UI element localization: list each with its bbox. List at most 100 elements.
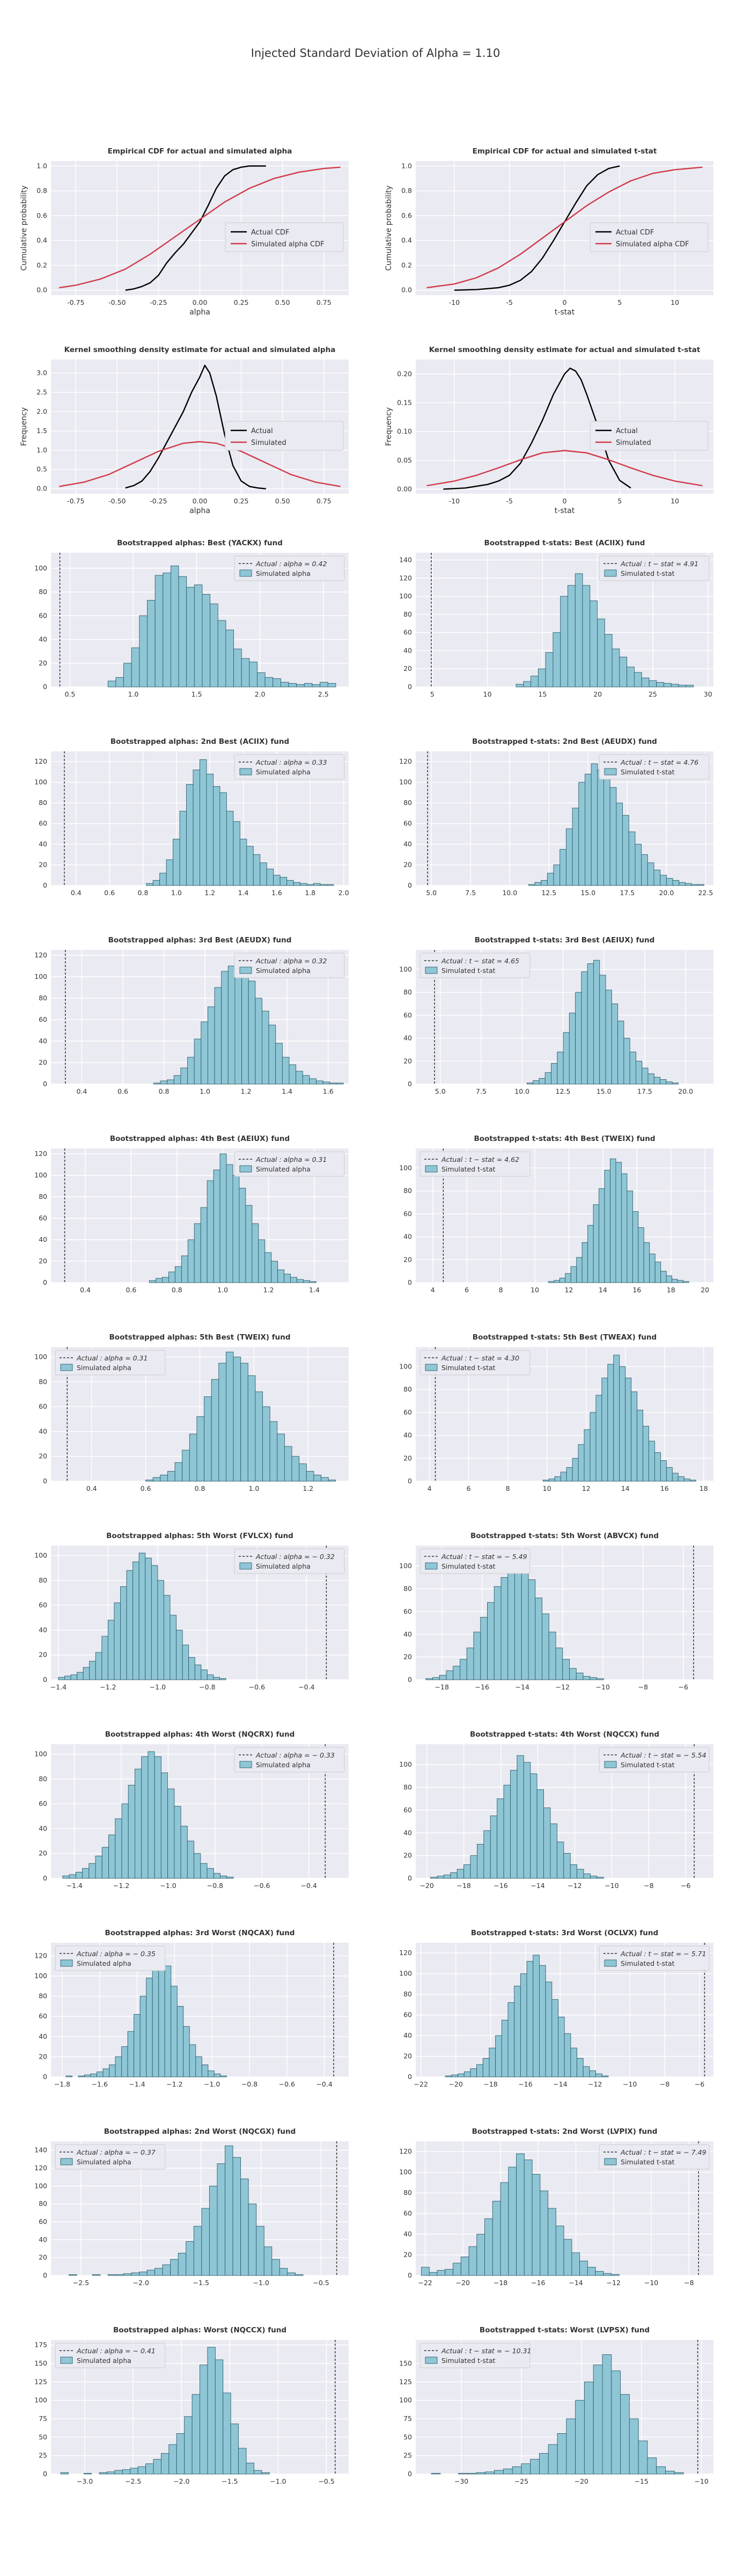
- chart-17: −1.4 −1.2 −1.0 −0.8 −0.6 −0.4 0 20 40 60 80 100 Boot…: [34, 1730, 349, 1890]
- hist-bar: [468, 2246, 477, 2276]
- hist-bar: [560, 596, 568, 687]
- x-tick-label: 1.0: [171, 889, 182, 897]
- hist-bar: [613, 1355, 620, 1482]
- hist-bar: [269, 1421, 278, 1482]
- hist-bar: [62, 1875, 70, 1879]
- hist-bar: [643, 1242, 650, 1283]
- y-tick-label: 100: [34, 972, 47, 980]
- x-tick-label: 1.2: [303, 1484, 313, 1492]
- hist-bar: [279, 877, 288, 886]
- y-tick-label: 60: [39, 1015, 47, 1023]
- hist-bar: [320, 682, 328, 687]
- x-tick-label: −12: [588, 2080, 602, 2088]
- legend: [55, 1945, 166, 1971]
- hist-bar: [145, 1480, 153, 1482]
- hist-bar: [634, 672, 642, 687]
- hist-bar: [163, 573, 171, 687]
- hist-bar: [595, 2073, 602, 2077]
- legend-label: Actual : t − stat = − 5.54: [620, 1751, 706, 1759]
- hist-bar: [209, 2185, 218, 2276]
- legend-label: Actual : alpha = 0.31: [255, 1155, 327, 1163]
- hist-bar: [255, 1391, 263, 1482]
- hist-bar: [500, 2182, 509, 2276]
- hist-bar: [77, 1672, 84, 1680]
- hist-bar: [532, 2174, 541, 2276]
- hist-bar: [238, 2448, 247, 2475]
- hist-bar: [296, 1071, 303, 1085]
- legend-label: Actual : t − stat = 4.76: [620, 758, 698, 766]
- hist-bar: [612, 648, 620, 687]
- y-tick-label: 40: [403, 1233, 412, 1241]
- hist-bar: [551, 1063, 558, 1085]
- legend-label: Simulated t-stat: [621, 1761, 675, 1769]
- hist-bar: [559, 849, 566, 886]
- hist-bar: [207, 1674, 214, 1680]
- hist-bar: [137, 2466, 146, 2475]
- hist-bar: [593, 960, 600, 1085]
- hist-bar: [258, 1239, 266, 1283]
- legend-label: Actual : t − stat = 4.65: [441, 957, 519, 965]
- hist-bar: [309, 1078, 316, 1085]
- hist-bar: [530, 1773, 538, 1879]
- x-tick-label: 1.4: [309, 1286, 320, 1294]
- hist-bar: [196, 1416, 205, 1482]
- legend-label: Actual CDF: [251, 229, 289, 237]
- y-tick-label: 100: [399, 2168, 412, 2176]
- legend-label: Simulated alpha: [256, 967, 311, 975]
- hist-bar: [559, 1278, 566, 1283]
- hist-bar: [551, 1999, 558, 2077]
- hist-bar: [545, 652, 554, 687]
- hist-bar: [485, 2471, 495, 2475]
- y-tick-label: 150: [399, 2359, 412, 2367]
- y-tick-label: 60: [403, 1607, 412, 1615]
- hist-bar: [672, 1279, 678, 1283]
- x-tick-label: −0.6: [279, 2080, 295, 2088]
- y-tick-label: 80: [403, 1187, 412, 1195]
- hist-bar: [173, 1075, 181, 1085]
- hist-bar: [200, 759, 207, 886]
- hist-bar: [542, 1480, 549, 1482]
- y-tick-label: 20: [403, 1057, 412, 1065]
- y-tick-label: 100: [399, 2396, 412, 2404]
- hist-bar: [565, 1273, 571, 1283]
- y-tick-label: 20: [403, 1653, 412, 1661]
- hist-bar: [437, 1876, 444, 1879]
- legend: [599, 555, 710, 581]
- legend: [234, 1151, 345, 1177]
- hist-bar: [550, 1823, 557, 1879]
- legend-label: Simulated alpha: [77, 2158, 131, 2166]
- legend-swatch: [604, 569, 617, 577]
- y-tick-label: 60: [39, 1799, 47, 1807]
- hist-bar: [107, 680, 116, 687]
- y-tick-label: 0.6: [401, 211, 412, 219]
- hist-bar: [160, 1474, 168, 1482]
- hist-bar: [219, 1153, 227, 1283]
- hist-bar: [542, 1613, 549, 1680]
- hist-bar: [533, 1080, 540, 1085]
- hist-bar: [241, 658, 250, 687]
- x-tick-label: 0.6: [104, 889, 115, 897]
- legend-swatch: [425, 967, 438, 974]
- hist-bar: [304, 683, 313, 687]
- hist-bar: [195, 2056, 202, 2077]
- hist-bar: [170, 1615, 177, 1680]
- hist-bar: [297, 1279, 304, 1283]
- hist-bar: [146, 1978, 153, 2077]
- hist-bar: [451, 2074, 458, 2077]
- hist-bar: [557, 1051, 564, 1085]
- hist-bar: [593, 1204, 600, 1283]
- chart-24: −30 −25 −20 −15 −10 0 25 50 75 100 125 150 Bootstrap…: [399, 2326, 713, 2485]
- y-tick-label: 80: [403, 610, 412, 618]
- hist-bar: [547, 873, 554, 886]
- y-tick-label: 80: [39, 2200, 47, 2208]
- hist-bar: [487, 1602, 495, 1680]
- hist-bar: [214, 987, 222, 1085]
- hist-bar: [286, 880, 294, 886]
- hist-bar: [516, 2153, 525, 2276]
- hist-bar: [565, 828, 573, 886]
- legend-label: Actual : t − stat = − 10.31: [441, 2347, 532, 2355]
- hist-bar: [540, 2190, 549, 2276]
- series-line: [125, 165, 266, 291]
- y-tick-label: 75: [39, 2414, 47, 2423]
- x-tick-label: −8: [644, 1882, 653, 1890]
